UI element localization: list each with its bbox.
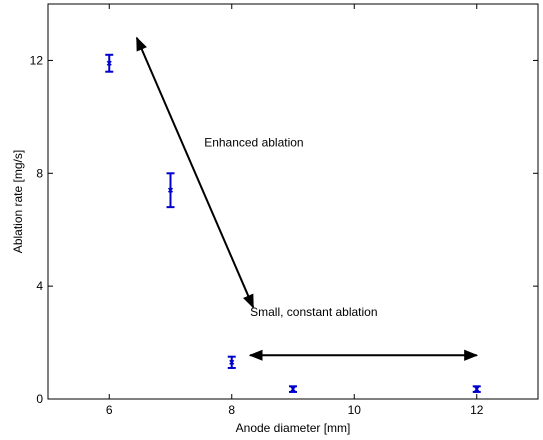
marker-x bbox=[290, 386, 296, 392]
annotation-label: Small, constant ablation bbox=[250, 305, 377, 319]
plot-frame bbox=[47, 3, 539, 400]
marker-x bbox=[167, 187, 174, 193]
marker-x bbox=[229, 359, 235, 365]
y-axis-label: Ablation rate [mg/s] bbox=[11, 150, 25, 253]
data-point bbox=[105, 53, 114, 73]
data-point bbox=[289, 385, 297, 393]
y-tick-label: 0 bbox=[36, 392, 43, 406]
x-axis-label: Anode diameter [mm] bbox=[236, 421, 351, 435]
data-point bbox=[472, 385, 481, 393]
y-tick-label: 12 bbox=[30, 53, 44, 67]
x-tick-label: 8 bbox=[228, 403, 235, 417]
annotation-label: Enhanced ablation bbox=[204, 135, 303, 149]
marker-x bbox=[474, 386, 480, 392]
y-tick-label: 4 bbox=[36, 279, 43, 293]
x-tick-label: 12 bbox=[470, 403, 484, 417]
annotation-arrow bbox=[135, 36, 255, 309]
data-point bbox=[227, 355, 236, 369]
data-point bbox=[166, 172, 175, 209]
marker-x bbox=[106, 60, 112, 66]
x-tick-label: 10 bbox=[348, 403, 362, 417]
y-tick-label: 8 bbox=[36, 166, 43, 180]
x-tick-label: 6 bbox=[106, 403, 113, 417]
